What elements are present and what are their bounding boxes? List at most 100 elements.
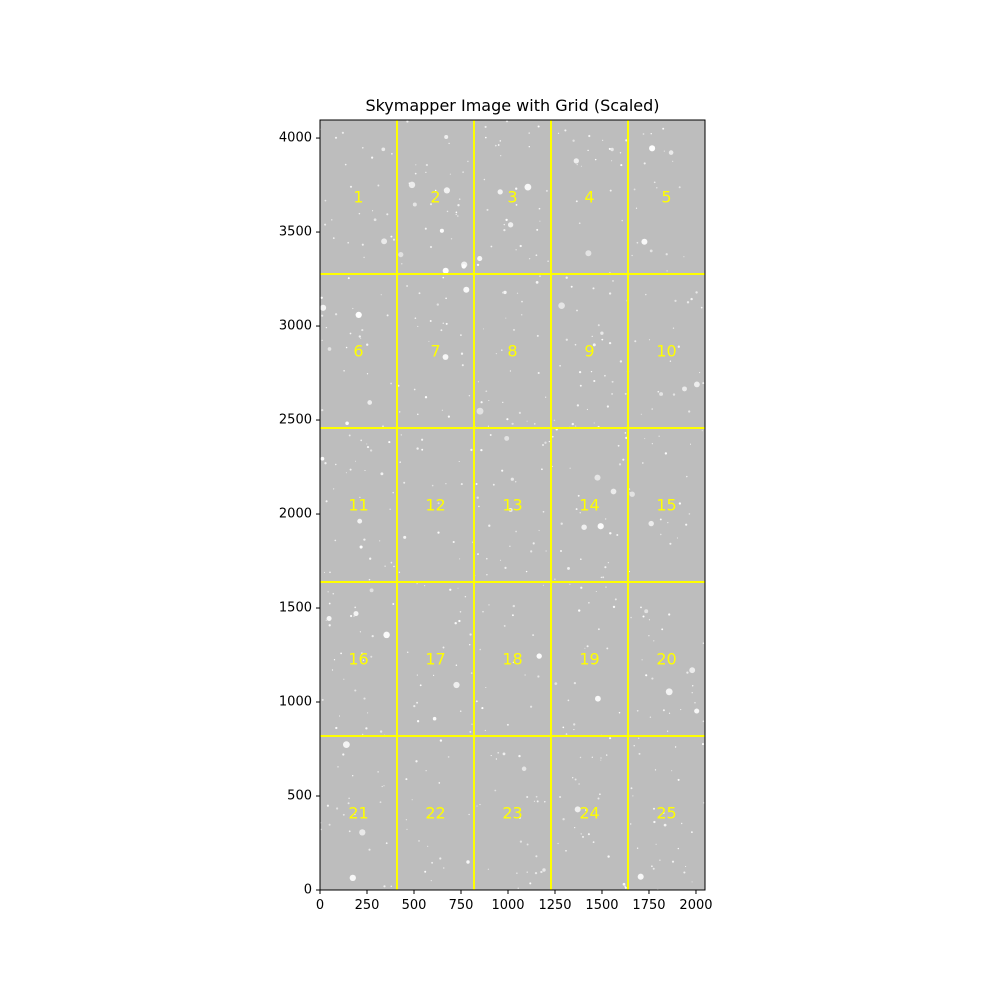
star bbox=[651, 865, 653, 868]
star bbox=[349, 332, 352, 335]
star bbox=[591, 756, 593, 758]
star bbox=[667, 522, 669, 524]
star bbox=[700, 306, 703, 309]
star bbox=[581, 524, 587, 530]
star bbox=[506, 418, 509, 421]
star bbox=[672, 393, 676, 396]
grid-cell-label: 24 bbox=[579, 804, 599, 823]
star bbox=[326, 616, 332, 621]
star bbox=[574, 778, 577, 781]
star bbox=[554, 578, 556, 581]
star bbox=[342, 753, 345, 756]
star bbox=[349, 185, 353, 188]
star bbox=[630, 787, 633, 790]
star bbox=[701, 743, 705, 746]
star bbox=[502, 752, 506, 756]
star bbox=[354, 689, 357, 692]
star bbox=[502, 291, 504, 294]
star bbox=[488, 524, 491, 527]
star bbox=[366, 446, 370, 449]
star bbox=[562, 818, 565, 821]
star bbox=[320, 456, 325, 461]
star bbox=[545, 396, 547, 398]
star bbox=[609, 532, 612, 535]
star bbox=[542, 444, 544, 446]
star bbox=[641, 462, 644, 464]
star bbox=[564, 129, 567, 132]
star bbox=[515, 530, 518, 533]
star bbox=[590, 370, 593, 373]
star bbox=[488, 399, 490, 402]
star bbox=[467, 160, 469, 163]
star bbox=[344, 163, 347, 166]
star bbox=[585, 250, 592, 257]
star bbox=[567, 699, 570, 702]
star bbox=[578, 783, 580, 785]
star bbox=[612, 279, 614, 282]
star bbox=[620, 164, 623, 167]
star bbox=[439, 228, 444, 233]
star bbox=[595, 590, 597, 593]
star bbox=[651, 677, 654, 680]
grid-cell-label: 13 bbox=[502, 496, 522, 515]
star bbox=[452, 540, 455, 544]
star bbox=[475, 483, 478, 485]
star bbox=[454, 621, 457, 625]
star bbox=[495, 352, 498, 355]
star bbox=[489, 434, 492, 436]
star bbox=[683, 871, 686, 874]
star bbox=[683, 256, 685, 258]
star bbox=[431, 861, 434, 864]
star bbox=[430, 879, 432, 882]
star bbox=[406, 285, 409, 287]
star bbox=[630, 616, 632, 619]
star bbox=[494, 144, 497, 147]
star bbox=[389, 508, 391, 510]
star bbox=[672, 327, 675, 329]
star bbox=[642, 615, 645, 618]
star bbox=[468, 813, 470, 816]
star bbox=[611, 380, 614, 383]
star bbox=[453, 681, 460, 689]
star bbox=[381, 147, 386, 152]
star bbox=[443, 867, 445, 869]
grid-cell-label: 2 bbox=[430, 188, 440, 207]
star bbox=[600, 331, 604, 335]
x-tick-label: 500 bbox=[402, 898, 427, 913]
star bbox=[469, 730, 472, 733]
star bbox=[645, 293, 647, 296]
star bbox=[390, 885, 393, 888]
star bbox=[602, 139, 604, 141]
star bbox=[521, 300, 523, 303]
star bbox=[366, 343, 369, 346]
star bbox=[464, 595, 467, 598]
star bbox=[694, 708, 700, 714]
star bbox=[536, 334, 539, 337]
star bbox=[688, 410, 691, 413]
grid-cell-label: 10 bbox=[656, 342, 676, 361]
star bbox=[361, 243, 364, 246]
star bbox=[476, 805, 478, 807]
star bbox=[508, 508, 513, 512]
star bbox=[353, 615, 355, 617]
star bbox=[524, 183, 532, 191]
star bbox=[578, 222, 581, 225]
star bbox=[424, 870, 427, 873]
star bbox=[502, 401, 504, 403]
star bbox=[497, 751, 500, 754]
star bbox=[665, 253, 668, 256]
star bbox=[398, 252, 404, 258]
star bbox=[324, 462, 327, 465]
star bbox=[510, 477, 514, 481]
star bbox=[655, 843, 657, 845]
star bbox=[662, 812, 665, 814]
star bbox=[390, 235, 393, 238]
star bbox=[368, 848, 371, 851]
star bbox=[597, 523, 604, 530]
star bbox=[482, 610, 484, 613]
star bbox=[343, 741, 350, 748]
star bbox=[334, 313, 338, 316]
star bbox=[408, 182, 410, 184]
